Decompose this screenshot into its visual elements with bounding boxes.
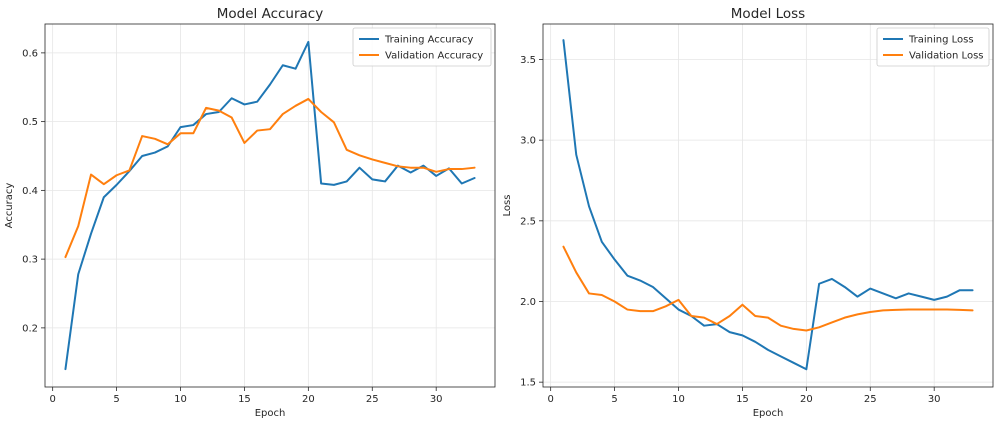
x-tick-label: 20 — [302, 394, 315, 405]
y-tick-label: 0.2 — [22, 323, 38, 334]
x-tick-label: 10 — [672, 394, 685, 405]
x-tick-label: 5 — [113, 394, 119, 405]
grid-lines — [45, 24, 495, 387]
series-line-1 — [64, 40, 476, 371]
chart-panel-2: 0 5 10 15 20 25 30 1.5 2.0 2.5 3.0 3.5 Model Loss Epo… — [502, 6, 994, 419]
chart-title: Model Loss — [731, 6, 805, 22]
x-tick-label: 15 — [238, 394, 251, 405]
x-tick-label: 15 — [736, 394, 749, 405]
y-tick-label: 0.6 — [22, 48, 38, 59]
y-tick-label: 2.5 — [520, 216, 536, 227]
y-axis-label: Loss — [502, 195, 513, 217]
y-tick-label: 0.4 — [22, 186, 38, 197]
y-tick-label: 0.5 — [22, 117, 38, 128]
plot-frame — [542, 23, 994, 388]
y-tick-label: 1.5 — [520, 378, 536, 389]
legend-box — [876, 27, 990, 67]
series-line-1 — [562, 39, 974, 371]
series-line-2 — [64, 97, 476, 259]
legend-label-1: Training Accuracy — [384, 35, 473, 46]
y-tick-label: 3.0 — [520, 136, 536, 147]
legend-label-2: Validation Loss — [909, 51, 984, 62]
x-tick-label: 25 — [864, 394, 877, 405]
legend-label-2: Validation Accuracy — [385, 51, 483, 62]
legend-label-1: Training Loss — [908, 35, 974, 46]
x-tick-label: 25 — [366, 394, 379, 405]
y-tick-label: 3.5 — [520, 55, 536, 66]
x-tick-label: 5 — [611, 394, 617, 405]
x-tick-label: 10 — [174, 394, 187, 405]
x-tick-label: 30 — [928, 394, 941, 405]
y-tick-label: 2.0 — [520, 297, 536, 308]
x-axis-label: Epoch — [255, 408, 286, 419]
x-tick-label: 30 — [430, 394, 443, 405]
series-line-2 — [562, 245, 974, 332]
x-tick-label: 0 — [49, 394, 55, 405]
x-axis-label: Epoch — [753, 408, 784, 419]
legend-box — [352, 27, 492, 67]
chart-panel-1: 0 5 10 15 20 25 30 0.2 0.3 0.4 0.5 0.6 Model Accurac… — [4, 6, 496, 419]
x-tick-label: 20 — [800, 394, 813, 405]
chart-title: Model Accuracy — [217, 6, 323, 22]
legend: Training Loss Validation Loss — [876, 27, 990, 67]
y-axis-label: Accuracy — [4, 183, 15, 229]
x-tick-label: 0 — [547, 394, 553, 405]
grid-lines — [543, 24, 993, 387]
y-tick-label: 0.3 — [22, 255, 38, 266]
legend: Training Accuracy Validation Accuracy — [352, 27, 492, 67]
plot-frame — [44, 23, 496, 388]
